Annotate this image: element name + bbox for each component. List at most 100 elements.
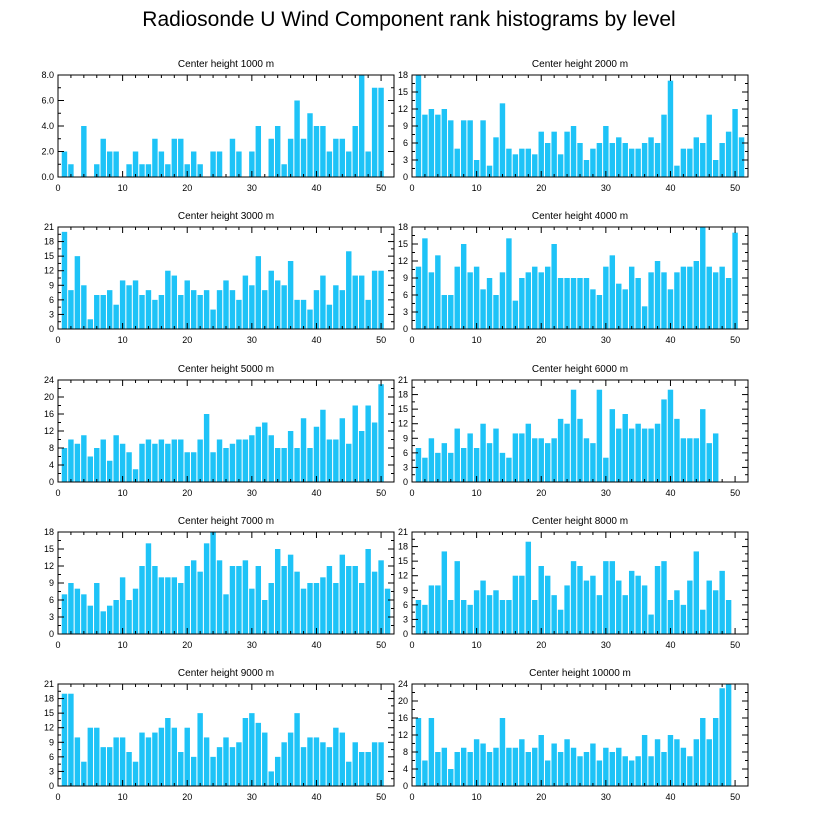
- y-tick-label: 15: [44, 544, 54, 554]
- histogram-bar: [61, 448, 68, 482]
- histogram-bar: [570, 747, 577, 786]
- panel-title: Center height 4000 m: [532, 211, 628, 222]
- histogram-bar: [525, 148, 532, 177]
- x-tick-label: 50: [730, 640, 740, 650]
- histogram-bar: [178, 439, 184, 482]
- y-tick-label: 21: [398, 527, 408, 537]
- histogram-bar: [300, 299, 307, 329]
- histogram-bar: [126, 164, 132, 177]
- histogram-bar: [493, 590, 499, 634]
- x-tick-label: 50: [376, 335, 386, 345]
- y-tick-label: 2.0: [41, 147, 54, 157]
- x-tick-label: 10: [472, 792, 482, 802]
- histogram-bar: [216, 560, 223, 634]
- histogram-bar: [700, 718, 706, 786]
- y-tick-label: 8: [49, 443, 54, 453]
- histogram-bar: [249, 435, 255, 482]
- histogram-bar: [622, 756, 628, 786]
- histogram-bar: [428, 272, 435, 329]
- histogram-bar: [358, 275, 365, 329]
- histogram-bar: [628, 148, 635, 177]
- histogram-bar: [499, 103, 506, 177]
- histogram-bar: [223, 280, 229, 329]
- histogram-bar: [480, 423, 486, 482]
- histogram-bar: [667, 289, 674, 329]
- y-tick-label: 20: [44, 392, 54, 402]
- histogram-bar: [616, 137, 622, 177]
- histogram-bar: [281, 566, 287, 634]
- histogram-bar: [100, 611, 106, 634]
- y-tick-label: 0: [49, 324, 54, 334]
- histogram-bar: [493, 295, 499, 329]
- histogram-bar: [268, 270, 274, 329]
- histogram-bar: [706, 443, 712, 482]
- y-tick-label: 20: [398, 696, 408, 706]
- histogram-bar: [68, 583, 74, 634]
- histogram-bar: [333, 439, 339, 482]
- histogram-bar: [506, 457, 512, 482]
- histogram-bar: [274, 756, 281, 786]
- histogram-bar: [158, 151, 165, 177]
- y-tick-label: 15: [398, 404, 408, 414]
- histogram-bar: [145, 290, 152, 329]
- histogram-bar: [648, 137, 654, 177]
- histogram-bar: [223, 448, 229, 482]
- y-tick-label: 18: [398, 542, 408, 552]
- histogram-bar: [236, 439, 242, 482]
- histogram-bar: [274, 448, 281, 482]
- histogram-bar: [74, 256, 81, 329]
- histogram-bar: [300, 138, 307, 177]
- histogram-bar: [577, 566, 583, 634]
- histogram-bar: [648, 272, 654, 329]
- histogram-bar: [287, 138, 294, 177]
- histogram-bar: [300, 418, 307, 482]
- histogram-bar: [590, 743, 596, 786]
- histogram-bar: [281, 164, 287, 177]
- histogram-bar: [441, 747, 448, 786]
- histogram-bar: [532, 154, 538, 177]
- x-tick-label: 30: [601, 640, 611, 650]
- histogram-bar: [486, 443, 493, 482]
- histogram-bar: [294, 299, 300, 329]
- histogram-bar: [680, 747, 687, 786]
- histogram-bar: [473, 160, 480, 177]
- histogram-bar: [564, 585, 570, 634]
- histogram-bar: [460, 747, 467, 786]
- histogram-bar: [87, 727, 94, 786]
- histogram-bar: [738, 137, 745, 177]
- histogram-panel-4: Center height 4000 m 0 10 20 30 40 50 0 3 6 9 12 15 1…: [398, 211, 749, 345]
- histogram-bar: [68, 439, 74, 482]
- histogram-bar: [441, 295, 448, 329]
- histogram-bar: [460, 448, 467, 482]
- histogram-bar: [609, 752, 616, 786]
- histogram-bar: [628, 428, 635, 482]
- histogram-bar: [641, 585, 648, 634]
- y-tick-label: 0: [403, 324, 408, 334]
- x-tick-label: 0: [409, 488, 414, 498]
- histogram-bar: [674, 739, 680, 786]
- histogram-bar: [473, 266, 480, 329]
- histogram-bar: [635, 278, 641, 329]
- histogram-bar: [480, 120, 486, 177]
- y-tick-label: 4: [403, 764, 408, 774]
- histogram-bar: [61, 151, 68, 177]
- x-tick-label: 30: [601, 792, 611, 802]
- histogram-bar: [532, 747, 538, 786]
- histogram-bar: [616, 580, 622, 634]
- y-tick-label: 4.0: [41, 121, 54, 131]
- y-tick-label: 9: [403, 273, 408, 283]
- histogram-bar: [532, 438, 538, 482]
- histogram-bar: [557, 752, 564, 786]
- x-tick-label: 10: [472, 640, 482, 650]
- histogram-bar: [320, 126, 326, 177]
- histogram-panel-7: Center height 7000 m 0 10 20 30 40 50 0 3 6 9 12 15 1…: [44, 516, 395, 650]
- histogram-bar: [687, 756, 693, 786]
- y-tick-label: 0: [49, 477, 54, 487]
- histogram-bar: [428, 718, 435, 786]
- histogram-bar: [422, 238, 428, 329]
- x-tick-label: 10: [118, 335, 128, 345]
- histogram-bar: [145, 439, 152, 482]
- histogram-bar: [654, 739, 661, 786]
- histogram-bar: [184, 566, 190, 634]
- histogram-bar: [307, 448, 313, 482]
